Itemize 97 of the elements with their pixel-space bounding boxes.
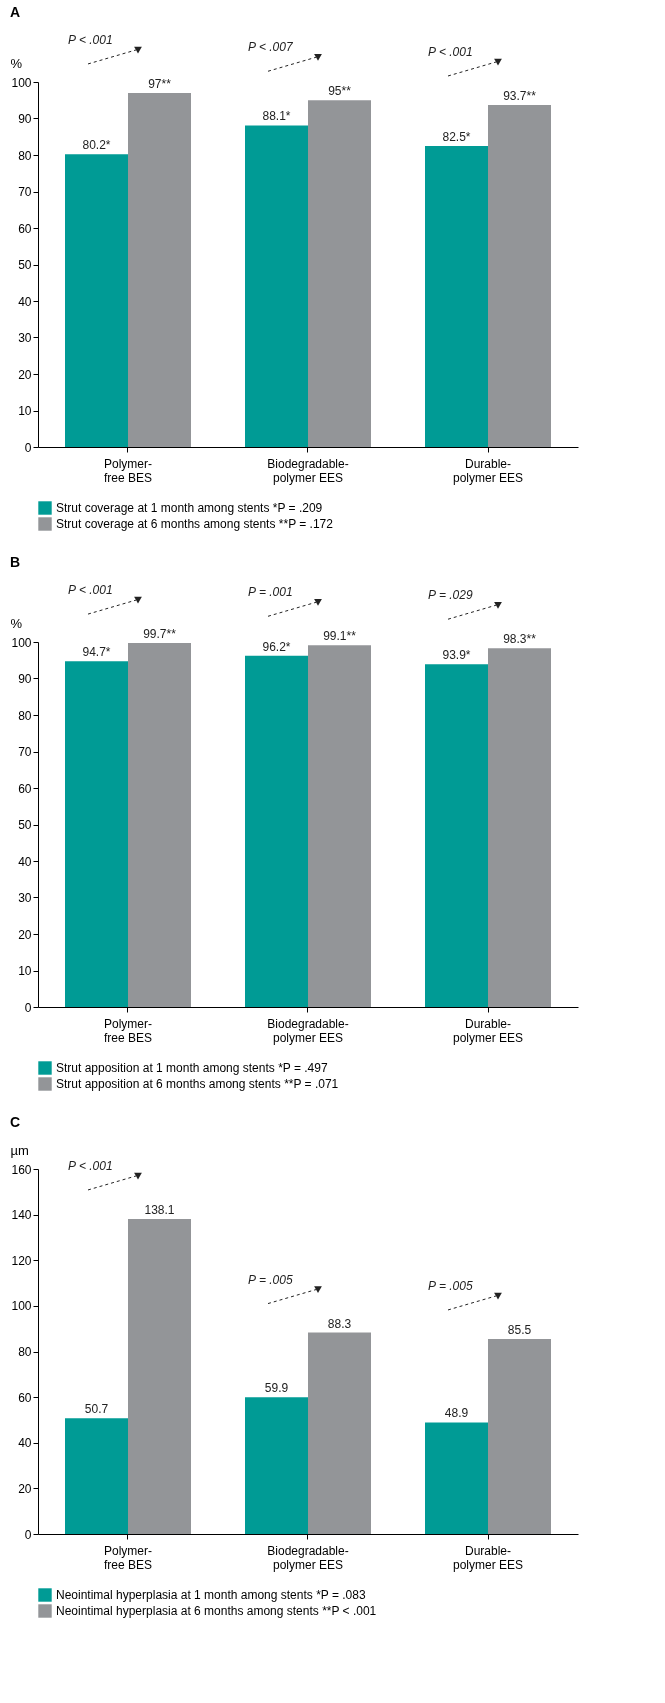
y-tick-label: 60: [18, 781, 32, 796]
y-tick-label: 0: [24, 1000, 32, 1015]
y-tick-label: 70: [18, 185, 32, 199]
x-tick-label: Biodegradable-polymer EES: [267, 1016, 349, 1045]
data-label: 48.9: [444, 1406, 469, 1421]
y-tick-label: 40: [18, 294, 32, 309]
bar: [488, 1338, 551, 1534]
data-label: 88.1*: [262, 109, 291, 124]
chart-title: A: [10, 3, 21, 20]
data-label: 94.7*: [82, 645, 111, 660]
y-tick-label: 60: [18, 221, 32, 236]
text: P = .001: [248, 585, 293, 600]
legend-label: Strut apposition at 1 month among stents *P = .497: [56, 1061, 328, 1075]
bar: [245, 125, 308, 447]
annotation: P = .005: [248, 1272, 293, 1287]
bar: [308, 100, 371, 447]
bar: [425, 145, 488, 447]
y-tick-label: 60: [18, 1390, 32, 1405]
y-tick-label: 160: [11, 1162, 32, 1177]
legend-label: Strut apposition at 6 months among stents **P = .071: [56, 1077, 339, 1091]
y-tick-label: 100: [11, 75, 32, 90]
y-tick-label: 80: [18, 1345, 32, 1359]
data-label: 138.1: [144, 1202, 175, 1217]
bar: [128, 1218, 191, 1534]
y-tick-label: 30: [18, 891, 32, 905]
bar: [245, 655, 308, 1007]
y-tick-label: 10: [18, 964, 32, 978]
x-tick-label: Polymer-free BES: [103, 1543, 153, 1572]
data-label: 98.3**: [503, 632, 537, 647]
x-tick-label: Biodegradable-polymer EES: [267, 456, 349, 485]
data-label: 88.3: [327, 1316, 352, 1331]
y-axis-title: %: [10, 615, 23, 631]
text: P = .029: [428, 588, 473, 603]
y-tick-label: 80: [18, 148, 32, 163]
y-tick-label: 20: [18, 367, 32, 382]
data-label: 95**: [328, 84, 352, 99]
bar: [488, 648, 551, 1007]
y-tick-label: 70: [18, 745, 32, 759]
y-tick-label: 0: [24, 440, 32, 455]
x-tick-label: Durable-polymer EES: [452, 1543, 524, 1572]
x-tick-label: Biodegradable-polymer EES: [267, 1543, 349, 1572]
text: P < .001: [428, 45, 473, 59]
y-tick-label: 100: [11, 1299, 32, 1314]
data-label: 50.7: [84, 1402, 109, 1417]
y-tick-label: 20: [18, 927, 32, 942]
data-label: 99.7**: [143, 627, 177, 642]
y-tick-label: 0: [24, 1527, 32, 1542]
y-axis-title: µm: [10, 1142, 29, 1158]
data-label: 99.1**: [323, 629, 357, 644]
bar: [128, 92, 191, 447]
data-label: 80.2*: [82, 138, 111, 153]
bar: [128, 643, 191, 1007]
y-tick-label: 80: [18, 708, 32, 723]
chart-title: C: [10, 1114, 21, 1130]
data-label: 97**: [148, 76, 172, 91]
annotation: P = .005: [428, 1278, 473, 1293]
legend-label: Strut coverage at 1 month among stents *P = .209: [56, 501, 323, 515]
annotation: P < .001: [68, 1158, 113, 1173]
x-tick-label: Durable-polymer EES: [452, 456, 524, 485]
y-tick-label: 140: [11, 1208, 32, 1223]
bar: [65, 1418, 128, 1534]
y-tick-label: 40: [18, 1436, 32, 1451]
y-tick-label: 20: [18, 1481, 32, 1496]
bar: [425, 664, 488, 1007]
legend-label: Neointimal hyperplasia at 6 months among stents **P < .001: [56, 1604, 377, 1618]
data-label: 85.5: [507, 1322, 532, 1337]
y-tick-label: 30: [18, 331, 32, 345]
y-tick-label: 10: [18, 404, 32, 418]
x-tick-label: Polymer-free BES: [103, 1016, 153, 1045]
text: P < .007: [248, 40, 294, 55]
data-label: 93.9*: [442, 648, 471, 663]
y-tick-label: 50: [18, 258, 32, 272]
bar: [308, 1332, 371, 1534]
data-label: 59.9: [264, 1381, 289, 1396]
bar: [65, 661, 128, 1007]
y-tick-label: 100: [11, 635, 32, 650]
bar: [488, 104, 551, 447]
x-tick-label: Polymer-free BES: [103, 456, 153, 485]
x-tick-label: Durable-polymer EES: [452, 1016, 524, 1045]
y-tick-label: 50: [18, 818, 32, 832]
bar: [65, 154, 128, 447]
bar: [425, 1422, 488, 1534]
y-tick-label: 40: [18, 854, 32, 869]
bar: [245, 1397, 308, 1534]
y-tick-label: 120: [11, 1253, 32, 1268]
y-tick-label: 90: [18, 672, 32, 686]
data-label: 96.2*: [262, 639, 291, 654]
chart-title: B: [10, 554, 21, 571]
data-label: 82.5*: [442, 129, 471, 144]
bar: [308, 645, 371, 1007]
y-axis-title: %: [10, 55, 23, 71]
data-label: 93.7**: [503, 89, 537, 103]
legend-label: Neointimal hyperplasia at 1 month among stents *P = .083: [56, 1588, 366, 1602]
legend-label: Strut coverage at 6 months among stents **P = .172: [56, 517, 334, 531]
text: P < .001: [68, 583, 113, 598]
y-tick-label: 90: [18, 112, 32, 126]
text: P < .001: [68, 32, 113, 47]
